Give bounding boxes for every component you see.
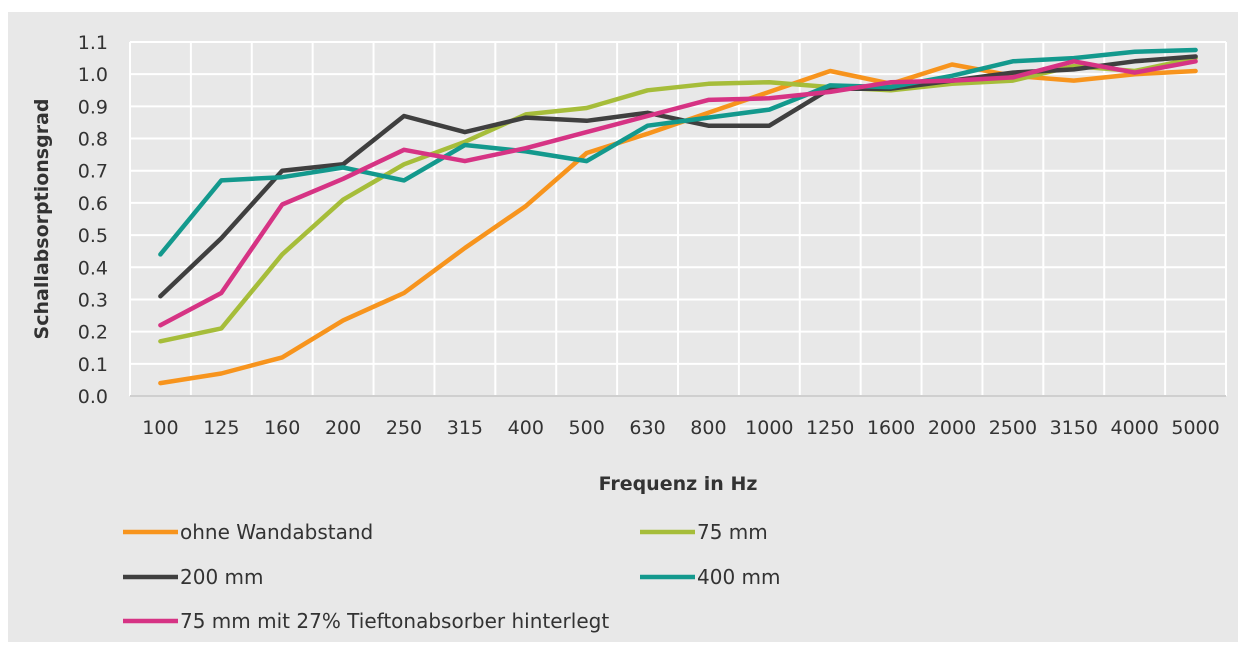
- x-tick-label: 1250: [806, 417, 854, 439]
- x-tick-label: 800: [690, 417, 726, 439]
- x-tick-label: 160: [264, 417, 300, 439]
- x-tick-label: 4000: [1110, 417, 1158, 439]
- legend-label: ohne Wandabstand: [180, 520, 373, 544]
- legend-label: 400 mm: [697, 565, 781, 589]
- series-line-4: [158, 47, 1198, 257]
- y-tick-label: 0.3: [78, 289, 108, 311]
- x-tick-label: 315: [447, 417, 483, 439]
- line-chart: 0.0 0.1 0.2 0.3 0.4 0.5 0.6 0.7 0.8 0.9 1.0 1.1 100…: [31, 32, 1227, 633]
- y-tick-label: 0.0: [78, 386, 108, 408]
- x-tick-label: 1000: [745, 417, 793, 439]
- x-tick-label: 400: [508, 417, 544, 439]
- legend-label: 200 mm: [180, 565, 264, 589]
- y-tick-label: 0.1: [78, 354, 108, 376]
- x-axis-title: Frequenz in Hz: [599, 473, 758, 495]
- y-tick-label: 0.4: [78, 257, 108, 279]
- x-tick-label: 5000: [1171, 417, 1219, 439]
- legend-label: 75 mm mit 27% Tieftonabsorber hinterlegt: [180, 609, 609, 633]
- x-tick-label: 3150: [1050, 417, 1098, 439]
- y-tick-label: 0.7: [78, 161, 108, 183]
- legend-label: 75 mm: [697, 520, 768, 544]
- x-tick-label: 630: [629, 417, 665, 439]
- y-tick-label: 0.8: [78, 129, 108, 151]
- y-tick-label: 0.5: [78, 225, 108, 247]
- legend: ohne Wandabstand 75 mm 200 mm 400 mm 75 mm m…: [123, 520, 781, 633]
- y-tick-label: 0.9: [78, 96, 108, 118]
- y-tick-label: 1.1: [78, 32, 108, 54]
- chart-area: 0.0 0.1 0.2 0.3 0.4 0.5 0.6 0.7 0.8 0.9 1.0 1.1 100…: [8, 12, 1238, 642]
- y-axis-title: Schallabsorptionsgrad: [31, 99, 53, 340]
- x-tick-label: 125: [203, 417, 239, 439]
- y-tick-label: 1.0: [78, 64, 108, 86]
- series-line-2: [158, 55, 1198, 344]
- y-tick-label: 0.6: [78, 193, 108, 215]
- x-tick-label: 500: [569, 417, 605, 439]
- x-tick-label: 250: [386, 417, 422, 439]
- x-tick-label: 2500: [989, 417, 1037, 439]
- x-tick-label: 2000: [928, 417, 976, 439]
- x-tick-label: 100: [142, 417, 178, 439]
- y-tick-label: 0.2: [78, 322, 108, 344]
- x-tick-label: 1600: [867, 417, 915, 439]
- series-line-5: [158, 59, 1198, 328]
- series-line-3: [158, 54, 1198, 299]
- x-tick-label: 200: [325, 417, 361, 439]
